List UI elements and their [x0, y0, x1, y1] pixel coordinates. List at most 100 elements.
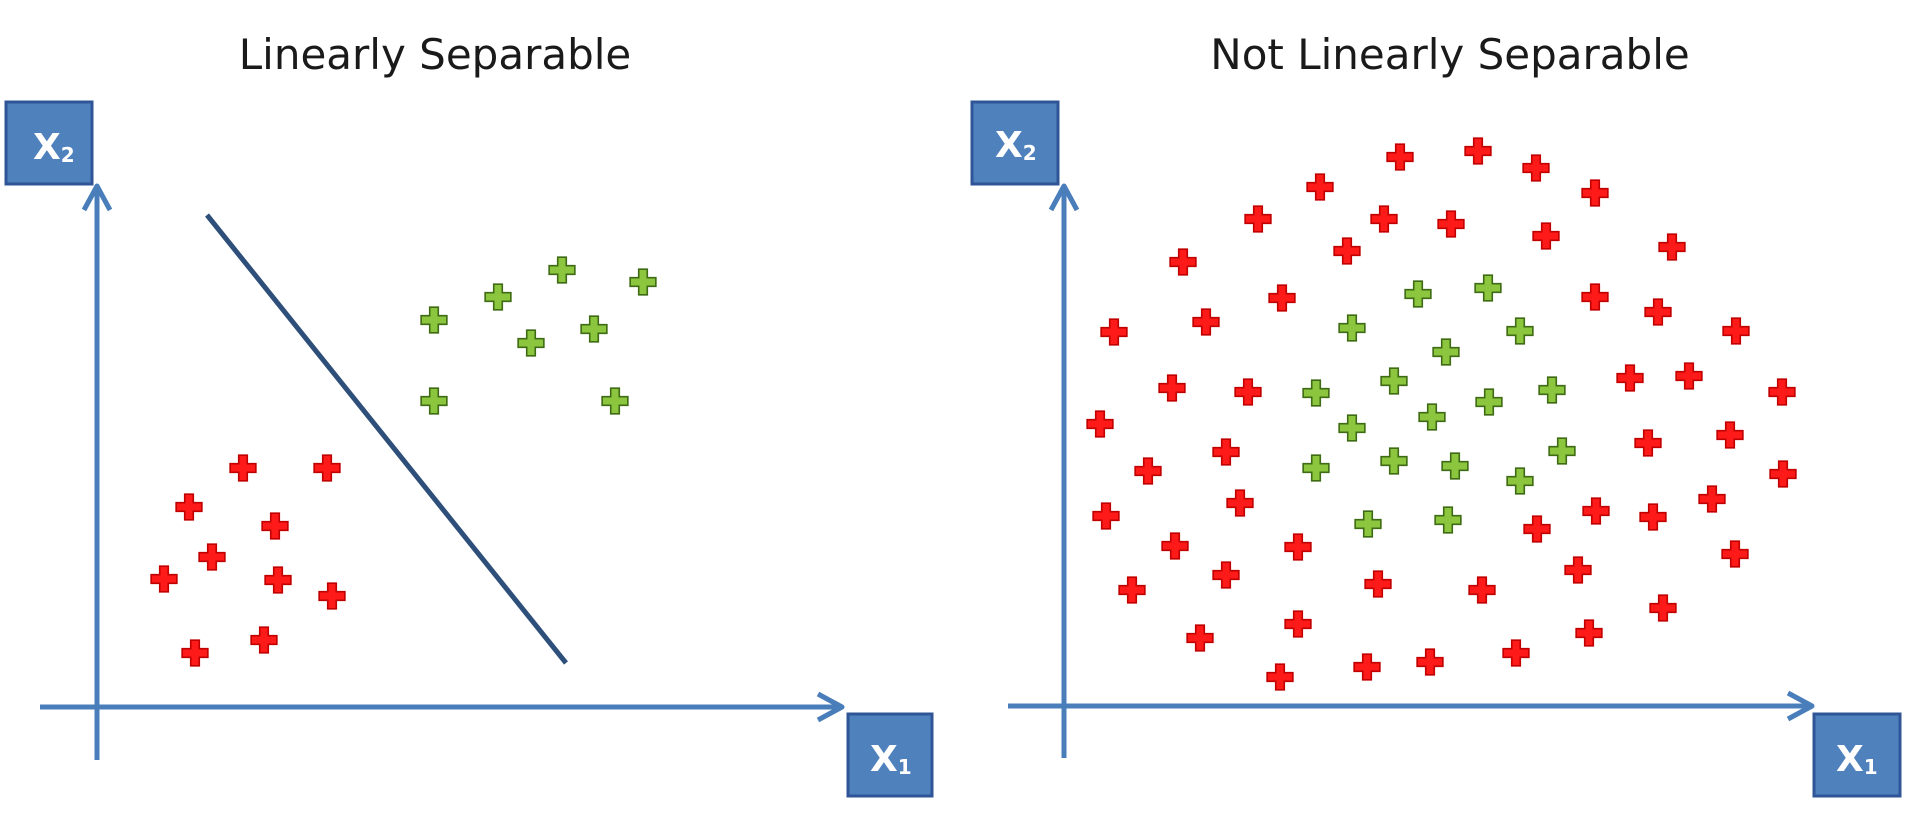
right-y-label-letter: X [995, 125, 1023, 166]
plus-icon-red [1386, 143, 1414, 171]
plus-icon-red [1698, 485, 1726, 513]
svg-text:X1: X1 [1836, 739, 1878, 780]
left-x-label-letter: X [870, 739, 898, 780]
plus-icon-green [1302, 379, 1330, 407]
plus-icon-green [420, 387, 448, 415]
right-x-label-subscript: 1 [1864, 755, 1878, 779]
plus-icon-green [1354, 510, 1382, 538]
plus-icon-green [1548, 437, 1576, 465]
left-x-label-subscript: 1 [898, 755, 912, 779]
plus-icon-red [313, 454, 341, 482]
plus-icon-red [1502, 639, 1530, 667]
plus-icon-red [1086, 410, 1114, 438]
plus-icon-green [1418, 403, 1446, 431]
plus-icon-red [181, 639, 209, 667]
plus-icon-red [1186, 624, 1214, 652]
plus-icon-red [198, 543, 226, 571]
plus-icon-green [1338, 314, 1366, 342]
plus-icon-green [1506, 467, 1534, 495]
plus-icon-red [1675, 362, 1703, 390]
plus-icon-red [1639, 503, 1667, 531]
plus-icon-red [1268, 284, 1296, 312]
plus-icon-red [1523, 515, 1551, 543]
left-class-a-markers [150, 454, 346, 667]
plus-icon-red [1212, 561, 1240, 589]
plus-icon-red [1244, 205, 1272, 233]
plus-icon-red [1092, 502, 1120, 530]
plus-icon-red [318, 582, 346, 610]
left-x-axis-label-box: X1 [846, 712, 934, 798]
plus-icon-green [1474, 274, 1502, 302]
plus-icon-green [601, 387, 629, 415]
plus-icon-red [1284, 610, 1312, 638]
plus-icon-red [1416, 648, 1444, 676]
plus-icon-green [420, 306, 448, 334]
left-x-axis-arrowhead [816, 691, 845, 723]
plus-icon-red [1161, 532, 1189, 560]
plus-icon-red [261, 512, 289, 540]
plus-icon-red [1306, 173, 1334, 201]
plus-icon-green [1506, 317, 1534, 345]
svg-text:X1: X1 [870, 739, 912, 780]
plus-icon-red [1616, 364, 1644, 392]
left-panel: X2 X1 [4, 100, 934, 798]
left-y-label-subscript: 2 [61, 143, 75, 167]
plus-icon-red [1158, 374, 1186, 402]
left-y-axis-arrowhead [81, 183, 113, 212]
plus-icon-red [1658, 233, 1686, 261]
plus-icon-red [1134, 457, 1162, 485]
plus-icon-red [1468, 576, 1496, 604]
plus-icon-red [1464, 137, 1492, 165]
plus-icon-red [1768, 378, 1796, 406]
plus-icon-red [1532, 222, 1560, 250]
right-y-label-subscript: 2 [1023, 141, 1037, 165]
right-y-axis-label-box: X2 [970, 100, 1060, 186]
plus-icon-red [250, 626, 278, 654]
plus-icon-red [1370, 205, 1398, 233]
plus-icon-green [517, 329, 545, 357]
plus-icon-red [229, 454, 257, 482]
plus-icon-red [1581, 179, 1609, 207]
plus-icon-red [1582, 497, 1610, 525]
right-y-axis-arrowhead [1048, 183, 1080, 212]
left-y-label-letter: X [33, 127, 61, 168]
right-class-b-markers [1302, 274, 1576, 538]
plus-icon-red [1769, 460, 1797, 488]
plus-icon-green [1432, 338, 1460, 366]
plus-icon-red [1353, 653, 1381, 681]
plus-icon-red [1212, 438, 1240, 466]
plus-icon-red [1364, 570, 1392, 598]
right-panel-title: Not Linearly Separable [1210, 30, 1690, 79]
plus-icon-green [548, 256, 576, 284]
plus-icon-red [1169, 248, 1197, 276]
plus-icon-red [1721, 540, 1749, 568]
plus-icon-green [1441, 452, 1469, 480]
left-y-axis-label-box: X2 [4, 100, 94, 186]
plus-icon-red [1581, 283, 1609, 311]
plus-icon-red [1644, 298, 1672, 326]
svg-text:X2: X2 [995, 125, 1037, 166]
plus-icon-red [1118, 576, 1146, 604]
plus-icon-green [629, 268, 657, 296]
right-x-axis-arrowhead [1786, 690, 1815, 722]
plus-icon-red [1192, 308, 1220, 336]
separator-line [205, 213, 568, 665]
plus-icon-green [1434, 506, 1462, 534]
plus-icon-red [1226, 489, 1254, 517]
plus-icon-red [1437, 210, 1465, 238]
plus-icon-red [1634, 429, 1662, 457]
plus-icon-green [580, 315, 608, 343]
plus-icon-red [1266, 663, 1294, 691]
plus-icon-red [150, 565, 178, 593]
plus-icon-red [1722, 317, 1750, 345]
left-class-b-markers [420, 256, 657, 415]
plus-icon-red [1333, 237, 1361, 265]
plus-icon-green [1338, 414, 1366, 442]
plus-icon-green [484, 283, 512, 311]
plus-icon-red [1564, 556, 1592, 584]
plus-icon-red [264, 566, 292, 594]
plus-icon-red [1716, 421, 1744, 449]
svg-text:X2: X2 [33, 127, 75, 168]
plus-icon-red [1284, 533, 1312, 561]
plus-icon-red [1234, 378, 1262, 406]
